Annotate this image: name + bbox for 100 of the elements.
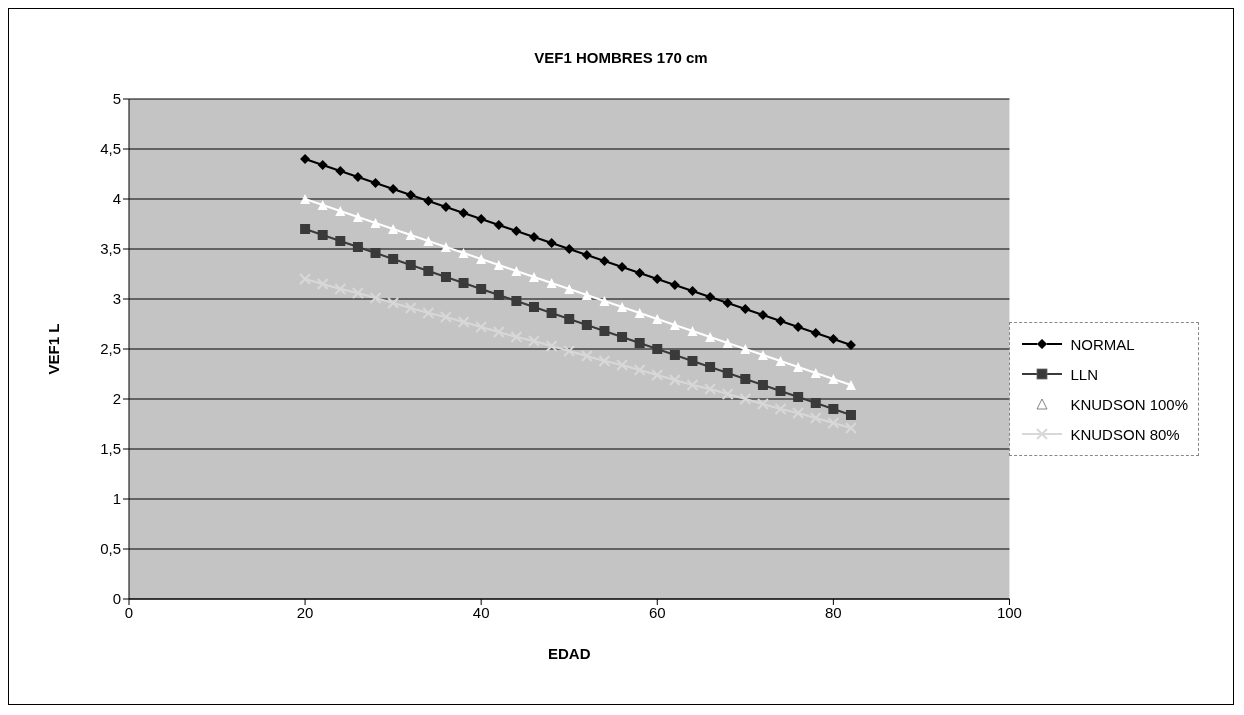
point [721, 388, 734, 400]
point [756, 398, 769, 410]
point [845, 340, 856, 350]
y-tick-label: 2 [112, 390, 121, 408]
point [617, 332, 628, 342]
point [581, 250, 592, 260]
point [828, 374, 839, 384]
point [405, 190, 416, 200]
point [546, 238, 557, 248]
point [775, 356, 786, 366]
point [652, 274, 663, 284]
y-tick-label: 2,5 [100, 340, 121, 358]
point [458, 248, 469, 258]
x-tick-label: 60 [648, 603, 666, 621]
point [335, 206, 346, 216]
chart-title: VEF1 HOMBRES 170 cm [533, 49, 709, 68]
point [440, 242, 451, 252]
point [687, 356, 698, 366]
point [529, 272, 540, 282]
point [740, 344, 751, 354]
point [529, 302, 540, 312]
point [388, 224, 399, 234]
point [388, 184, 399, 194]
point [352, 172, 363, 182]
point [352, 212, 363, 222]
point [722, 368, 733, 378]
y-tick-label: 0 [112, 590, 121, 608]
point [564, 284, 575, 294]
point [300, 224, 311, 234]
point [317, 230, 328, 240]
point [300, 154, 311, 164]
point [599, 326, 610, 336]
point [793, 322, 804, 332]
point [405, 260, 416, 270]
point [617, 302, 628, 312]
point [423, 236, 434, 246]
point [369, 292, 382, 304]
point [546, 278, 557, 288]
point [634, 338, 645, 348]
point [528, 335, 541, 347]
point [545, 340, 558, 352]
point [599, 296, 610, 306]
point [476, 284, 487, 294]
point [387, 297, 400, 309]
point [617, 262, 628, 272]
point [828, 404, 839, 414]
point [511, 296, 522, 306]
point [370, 218, 381, 228]
point [775, 386, 786, 396]
point [828, 334, 839, 344]
point [634, 268, 645, 278]
point [317, 200, 328, 210]
y-axis-title: VEF1 L [45, 323, 63, 375]
point [757, 350, 768, 360]
point [581, 290, 592, 300]
point [317, 160, 328, 170]
point [580, 350, 593, 362]
point [810, 398, 821, 408]
point [564, 314, 575, 324]
point [511, 226, 522, 236]
point [388, 254, 399, 264]
x-tick-label: 20 [296, 603, 314, 621]
point [740, 374, 751, 384]
point [476, 214, 487, 224]
point [705, 332, 716, 342]
point [810, 328, 821, 338]
point [581, 320, 592, 330]
point [511, 266, 522, 276]
point [351, 287, 364, 299]
legend-label: NORMAL [1070, 335, 1135, 353]
point [845, 410, 856, 420]
point [599, 256, 610, 266]
point [739, 393, 752, 405]
y-tick-label: 0,5 [100, 540, 121, 558]
y-tick-label: 3 [112, 290, 121, 308]
point [793, 362, 804, 372]
point [757, 380, 768, 390]
point [493, 220, 504, 230]
point [669, 320, 680, 330]
y-tick-label: 3,5 [100, 240, 121, 258]
legend-label: LLN [1070, 365, 1098, 383]
point [370, 178, 381, 188]
point [652, 344, 663, 354]
point [810, 368, 821, 378]
point [440, 202, 451, 212]
y-tick-label: 4,5 [100, 140, 121, 158]
point [669, 280, 680, 290]
point [652, 314, 663, 324]
point [493, 290, 504, 300]
point [546, 308, 557, 318]
point [405, 230, 416, 240]
point [722, 338, 733, 348]
point [335, 166, 346, 176]
point [352, 242, 363, 252]
point [687, 326, 698, 336]
point [634, 308, 645, 318]
point [687, 286, 698, 296]
point [740, 304, 751, 314]
point [335, 236, 346, 246]
point [423, 196, 434, 206]
